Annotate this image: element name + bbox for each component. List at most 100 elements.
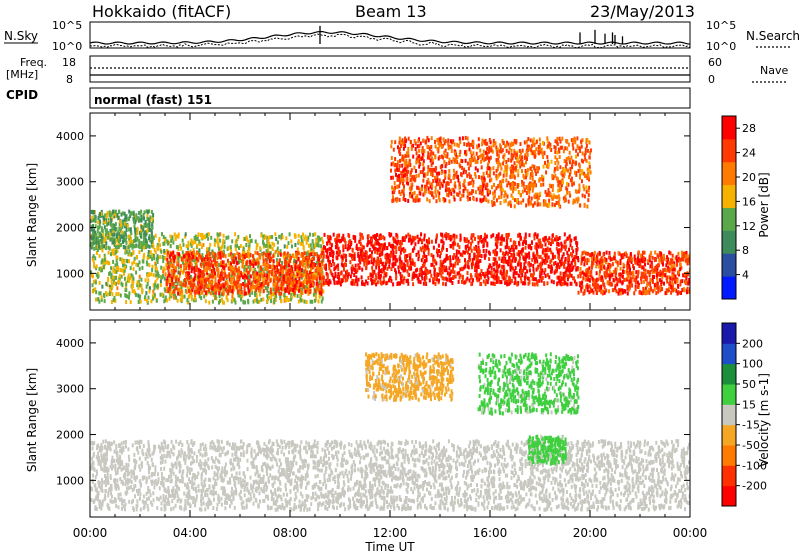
heatmap-cell: [227, 246, 230, 251]
heatmap-cell: [119, 257, 122, 262]
heatmap-cell: [219, 252, 222, 257]
heatmap-cell: [253, 261, 256, 266]
heatmap-cell: [415, 157, 418, 162]
heatmap-cell: [269, 244, 271, 249]
heatmap-cell: [219, 238, 222, 243]
heatmap-cell: [596, 252, 599, 257]
heatmap-cell: [115, 269, 118, 274]
heatmap-cell: [667, 268, 670, 273]
heatmap-cell: [133, 260, 136, 264]
heatmap-cell: [569, 263, 572, 268]
heatmap-cell: [376, 233, 379, 237]
heatmap-cell: [453, 237, 456, 242]
heatmap-cell: [664, 291, 667, 296]
heatmap-cell: [271, 241, 274, 246]
heatmap-cell: [259, 272, 262, 277]
heatmap-cell: [156, 270, 159, 275]
heatmap-cell: [669, 280, 671, 285]
heatmap-cell: [549, 247, 552, 252]
heatmap-cell: [233, 298, 236, 303]
heatmap-cell: [494, 242, 497, 247]
heatmap-cell: [234, 265, 237, 270]
heatmap-cell: [659, 285, 662, 290]
heatmap-cell: [362, 245, 365, 250]
heatmap-cell: [365, 279, 367, 284]
heatmap-cell: [274, 288, 277, 293]
heatmap-cell: [402, 196, 405, 201]
heatmap-cell: [141, 265, 144, 270]
heatmap-cell: [493, 250, 496, 255]
heatmap-cell: [598, 250, 601, 255]
heatmap-cell: [612, 270, 615, 274]
heatmap-cell: [102, 265, 105, 270]
heatmap-cell: [317, 269, 320, 274]
heatmap-cell: [225, 287, 227, 292]
heatmap-cell: [402, 155, 405, 160]
heatmap-cell: [552, 255, 555, 260]
heatmap-cell: [382, 280, 385, 285]
heatmap-cell: [300, 235, 303, 240]
heatmap-cell: [354, 263, 357, 268]
heatmap-cell: [595, 286, 598, 291]
heatmap-cell: [361, 244, 364, 249]
heatmap-cell: [486, 151, 489, 156]
heatmap-cell: [274, 298, 277, 302]
heatmap-cell: [323, 281, 326, 286]
heatmap-cell: [357, 277, 360, 282]
heatmap-cell: [562, 275, 565, 280]
heatmap-cell: [112, 266, 115, 271]
heatmap-cell: [211, 264, 214, 269]
heatmap-cell: [247, 264, 250, 269]
heatmap-cell: [327, 282, 330, 287]
heatmap-cell: [383, 242, 386, 247]
heatmap-cell: [205, 250, 208, 255]
heatmap-cell: [436, 233, 438, 238]
heatmap-cell: [108, 246, 111, 251]
heatmap-cell: [200, 255, 203, 260]
heatmap-cell: [313, 256, 315, 261]
heatmap-cell: [315, 277, 318, 282]
heatmap-cell: [370, 256, 373, 261]
heatmap-cell: [267, 290, 270, 295]
heatmap-cell: [155, 273, 158, 278]
heatmap-cell: [319, 237, 322, 242]
heatmap-cell: [579, 272, 582, 276]
heatmap-cell: [564, 239, 567, 244]
heatmap-cell: [671, 278, 674, 283]
heatmap-cell: [659, 272, 662, 277]
heatmap-cell: [289, 277, 292, 282]
heatmap-cell: [453, 142, 456, 147]
heatmap-cell: [363, 262, 366, 267]
heatmap-cell: [241, 293, 243, 298]
heatmap-cell: [478, 190, 481, 195]
heatmap-cell: [170, 252, 173, 257]
heatmap-cell: [153, 248, 156, 252]
heatmap-cell: [276, 240, 279, 245]
heatmap-cell: [542, 248, 545, 253]
heatmap-cell: [249, 267, 252, 272]
heatmap-cell: [289, 273, 292, 278]
heatmap-cell: [518, 255, 521, 260]
heatmap-cell: [637, 253, 640, 258]
heatmap-cell: [445, 268, 448, 273]
heatmap-cell: [316, 281, 319, 286]
heatmap-cell: [559, 275, 562, 280]
heatmap-cell: [474, 190, 477, 195]
heatmap-cell: [603, 290, 606, 295]
heatmap-cell: [412, 143, 415, 148]
heatmap-cell: [415, 160, 418, 165]
heatmap-cell: [306, 262, 309, 267]
heatmap-cell: [660, 279, 663, 284]
heatmap-cell: [682, 287, 685, 292]
heatmap-cell: [190, 256, 193, 261]
heatmap-cell: [264, 263, 267, 268]
heatmap-cell: [272, 275, 275, 280]
heatmap-cell: [365, 261, 368, 266]
heatmap-cell: [373, 257, 376, 262]
heatmap-cell: [667, 265, 670, 270]
heatmap-cell: [223, 244, 226, 249]
heatmap-cell: [614, 273, 617, 278]
heatmap-cell: [417, 250, 420, 255]
heatmap-cell: [220, 263, 223, 268]
heatmap-cell: [464, 258, 466, 263]
